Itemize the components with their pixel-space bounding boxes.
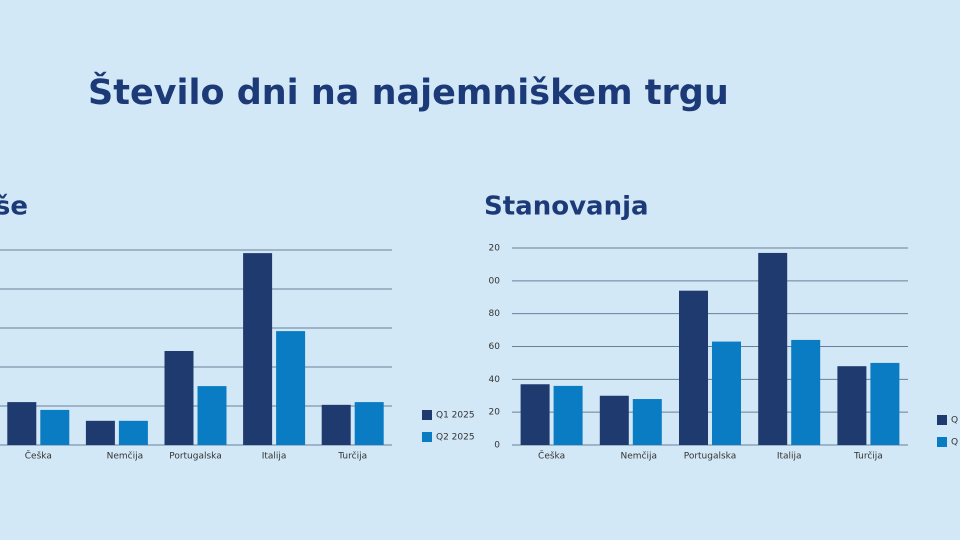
bar <box>85 420 115 445</box>
legend-swatch <box>937 415 947 425</box>
y-tick-label: 0 <box>494 441 500 451</box>
chart-title: iše <box>0 192 28 222</box>
x-tick-label: Nemčija <box>107 451 144 462</box>
bar <box>321 404 351 445</box>
legend-swatch <box>937 437 947 447</box>
bar <box>118 420 148 445</box>
x-tick-label: Portugalska <box>169 452 222 462</box>
x-tick-label: Nemčija <box>621 451 658 462</box>
bar <box>276 331 306 445</box>
y-tick-label: 20 <box>489 408 501 418</box>
y-tick-label: 60 <box>489 342 501 352</box>
chart-title: Stanovanja <box>484 192 649 222</box>
bar <box>7 402 37 445</box>
bar <box>599 395 629 445</box>
x-tick-label: Italija <box>777 452 802 462</box>
bar <box>837 366 867 445</box>
bar <box>553 385 583 445</box>
bar <box>679 290 708 445</box>
x-tick-label: Italija <box>262 452 287 462</box>
bar <box>40 409 70 445</box>
legend-label: Q <box>951 416 958 426</box>
bar <box>520 384 550 445</box>
bar <box>197 386 227 445</box>
legend-label: Q1 2025 <box>436 411 475 421</box>
bar <box>354 402 384 445</box>
x-tick-label: Turčija <box>337 451 367 462</box>
bar <box>632 399 662 445</box>
legend-swatch <box>422 410 432 420</box>
bar <box>870 362 900 445</box>
legend-label: Q2 2025 <box>436 433 475 443</box>
x-tick-label: Češka <box>538 450 565 462</box>
bar <box>758 252 788 445</box>
x-tick-label: Turčija <box>853 451 883 462</box>
y-tick-label: 40 <box>489 375 501 385</box>
y-tick-label: 80 <box>489 309 501 319</box>
y-tick-label: 20 <box>489 244 501 254</box>
x-tick-label: Češka <box>25 450 52 462</box>
y-tick-label: 00 <box>489 276 501 286</box>
slide-title: Število dni na najemniškem trgu <box>88 71 729 113</box>
bar <box>791 339 821 445</box>
bar <box>243 253 273 445</box>
legend-swatch <box>422 432 432 442</box>
x-tick-label: Portugalska <box>684 452 737 462</box>
bar <box>164 351 194 445</box>
bar <box>712 341 741 445</box>
legend-label: Q <box>951 438 958 448</box>
